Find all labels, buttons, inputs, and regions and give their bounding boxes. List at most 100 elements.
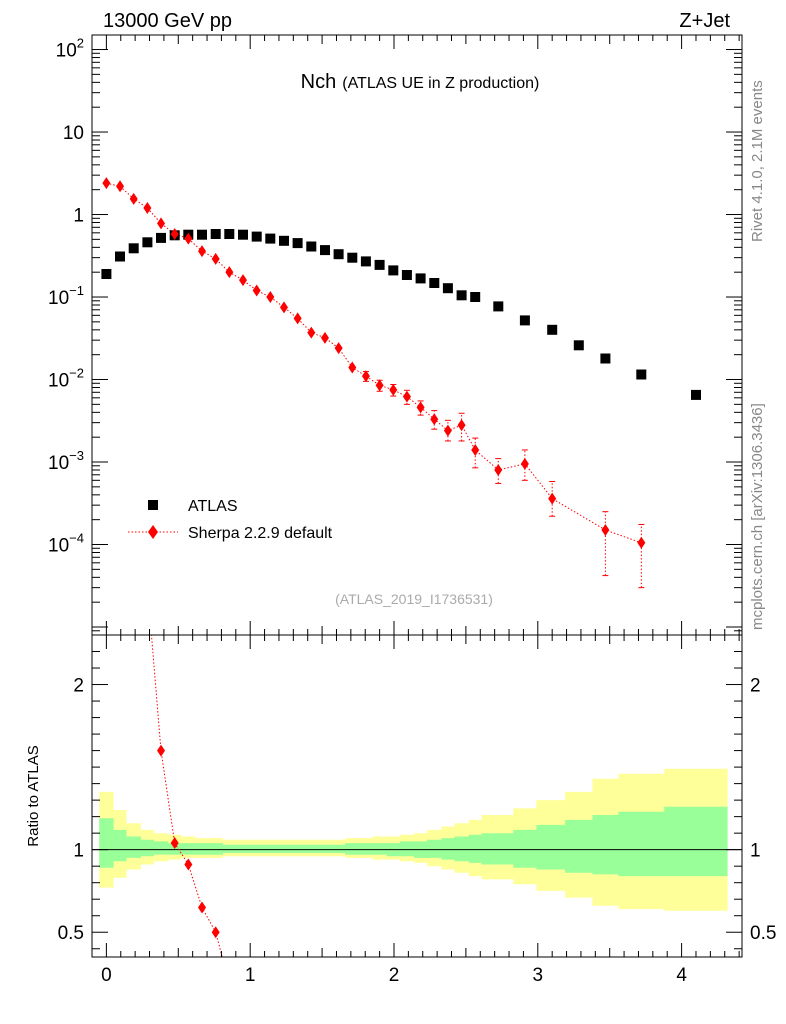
sherpa-point bbox=[361, 370, 370, 383]
atlas-point bbox=[442, 283, 453, 294]
sherpa-point bbox=[443, 424, 452, 437]
sherpa-point bbox=[293, 312, 302, 325]
main-frame bbox=[91, 34, 743, 636]
sherpa-point bbox=[211, 252, 220, 265]
legend-marker-atlas bbox=[148, 500, 158, 510]
sherpa-point bbox=[184, 232, 193, 245]
sherpa-point bbox=[334, 342, 343, 355]
atlas-point bbox=[128, 243, 139, 254]
ratio-sherpa-point bbox=[211, 926, 220, 939]
atlas-point bbox=[101, 269, 112, 279]
main-ytick-label: 1 bbox=[73, 206, 84, 227]
legend-label-sherpa: Sherpa 2.2.9 default bbox=[188, 525, 333, 542]
sherpa-point bbox=[430, 413, 439, 426]
main-ticks bbox=[91, 35, 742, 636]
ratio-marks bbox=[92, 635, 742, 957]
atlas-point bbox=[306, 241, 317, 252]
atlas-point bbox=[636, 369, 647, 380]
atlas-point bbox=[573, 340, 584, 351]
sherpa-point bbox=[252, 284, 261, 297]
ratio-panel: 0.5 0.5 1 1 2 2 0 1 2 3 4 Ratio to ATLAS bbox=[25, 634, 777, 986]
atlas-point bbox=[691, 389, 701, 400]
main-ytick-label: 10 bbox=[63, 123, 84, 144]
main-ytick-label: 10−2 bbox=[48, 366, 84, 392]
atlas-point bbox=[279, 235, 289, 246]
atlas-point bbox=[333, 249, 344, 260]
main-ytick-label: 10−1 bbox=[48, 283, 84, 309]
sherpa-point bbox=[102, 177, 111, 190]
ratio-xtick-label: 4 bbox=[676, 965, 687, 986]
atlas-point bbox=[470, 292, 481, 302]
atlas-point bbox=[401, 270, 412, 280]
main-ytick-base: 10 bbox=[48, 371, 69, 392]
ratio-ytick-label-right: 2 bbox=[750, 676, 761, 697]
ratio-ticks bbox=[91, 634, 742, 957]
atlas-point bbox=[493, 301, 504, 312]
ratio-ytick-label-right: 1 bbox=[750, 841, 761, 862]
header-left: 13000 GeV pp bbox=[103, 10, 232, 32]
sherpa-point bbox=[402, 390, 411, 403]
ratio-sherpa-point bbox=[170, 837, 179, 850]
main-marks bbox=[101, 177, 701, 589]
ratio-tick-labels: 0.5 0.5 1 1 2 2 0 1 2 3 4 bbox=[58, 676, 777, 986]
ratio-xtick-label: 2 bbox=[389, 965, 400, 986]
ratio-frame bbox=[91, 634, 743, 958]
header-right: Z+Jet bbox=[679, 10, 730, 32]
watermark: (ATLAS_2019_I1736531) bbox=[335, 591, 493, 607]
atlas-point bbox=[360, 256, 371, 267]
source-label: mcplots.cern.ch [arXiv:1306.3436] bbox=[749, 403, 766, 630]
main-ytick-label: 10−3 bbox=[48, 448, 84, 474]
main-ytick-base: 10 bbox=[48, 288, 69, 309]
sherpa-point bbox=[457, 419, 466, 432]
sherpa-point bbox=[389, 383, 398, 396]
atlas-point bbox=[210, 229, 221, 239]
legend-marker-sherpa bbox=[148, 525, 158, 539]
main-ytick-exp: −3 bbox=[69, 448, 84, 463]
sherpa-point bbox=[225, 266, 234, 279]
sherpa-point bbox=[170, 228, 179, 241]
ratio-sherpa-point bbox=[157, 744, 166, 757]
sherpa-point bbox=[266, 291, 275, 304]
ratio-ytick-label-left: 1 bbox=[73, 841, 84, 862]
atlas-point bbox=[388, 265, 399, 276]
atlas-point bbox=[142, 237, 153, 248]
ratio-sherpa-point bbox=[184, 858, 193, 871]
sherpa-point bbox=[416, 401, 425, 414]
main-ytick-exp: −2 bbox=[69, 366, 84, 381]
main-ytick-base: 1 bbox=[73, 206, 84, 227]
sherpa-point bbox=[320, 331, 329, 344]
atlas-point bbox=[197, 229, 207, 240]
atlas-point bbox=[292, 238, 303, 249]
ratio-clipped bbox=[92, 635, 742, 957]
sherpa-point bbox=[129, 192, 138, 205]
atlas-point bbox=[115, 251, 125, 262]
main-ytick-label: 10−4 bbox=[48, 531, 84, 557]
sherpa-point bbox=[198, 245, 207, 258]
main-ytick-label: 102 bbox=[56, 36, 84, 62]
ratio-xtick-label: 0 bbox=[101, 965, 112, 986]
main-ytick-exp: −4 bbox=[69, 531, 84, 546]
atlas-point bbox=[320, 245, 330, 256]
ratio-sherpa-line bbox=[150, 635, 223, 957]
sherpa-point bbox=[279, 301, 288, 314]
sherpa-point bbox=[471, 443, 480, 456]
uncertainty-band-outer bbox=[99, 768, 728, 911]
main-title: Nch (ATLAS UE in Z production) bbox=[301, 71, 540, 93]
atlas-point bbox=[265, 233, 276, 244]
title-main: Nch bbox=[301, 71, 337, 93]
atlas-point bbox=[547, 324, 558, 335]
ratio-ylabel: Ratio to ATLAS bbox=[25, 745, 42, 846]
atlas-point bbox=[374, 259, 385, 270]
sherpa-point bbox=[143, 201, 152, 214]
atlas-point bbox=[238, 229, 248, 240]
main-ytick-exp: 2 bbox=[77, 36, 84, 51]
sherpa-point bbox=[601, 523, 610, 536]
ratio-xtick-label: 1 bbox=[245, 965, 256, 986]
atlas-point bbox=[429, 278, 440, 288]
sherpa-point bbox=[637, 536, 646, 549]
atlas-point bbox=[456, 290, 467, 301]
atlas-point bbox=[251, 231, 262, 242]
atlas-point bbox=[519, 315, 530, 326]
